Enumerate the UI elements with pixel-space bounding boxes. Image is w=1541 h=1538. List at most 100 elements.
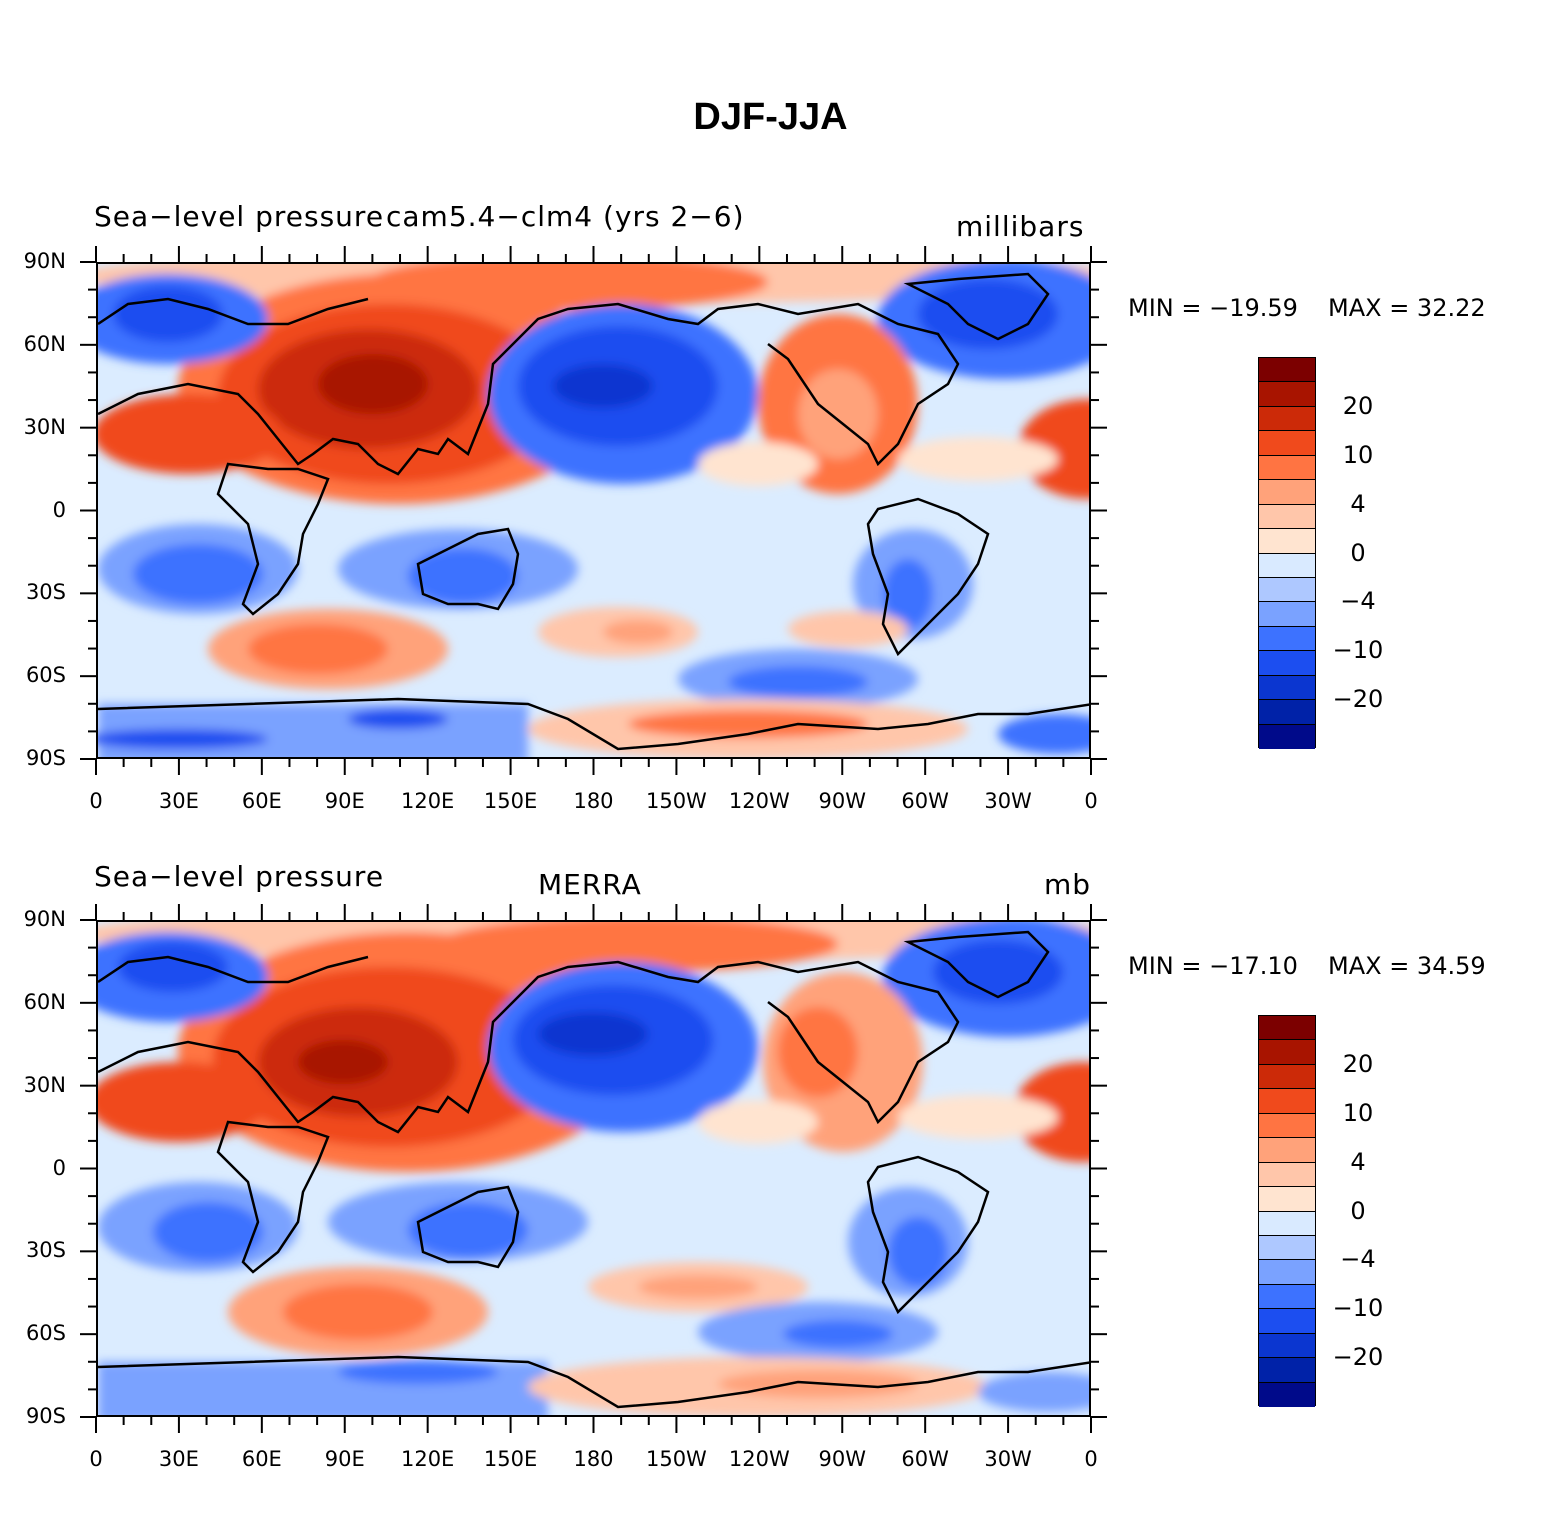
- lon-tick-label: 90W: [818, 1447, 867, 1471]
- colorbar-level: [1259, 1089, 1315, 1114]
- colorbar-level: [1259, 724, 1315, 749]
- panel-units-label: mb: [1044, 868, 1092, 901]
- colorbar-level: [1259, 1113, 1315, 1139]
- colorbar-tick-label: −10: [1332, 1294, 1384, 1323]
- lat-tick-label: 30N: [23, 414, 66, 439]
- panel-reanalysis: Sea−level pressure MERRA mb MIN = −17.10…: [0, 848, 1541, 1488]
- colorbar-level: [1259, 406, 1315, 432]
- colorbar: [1258, 1015, 1316, 1407]
- colorbar-level: [1259, 1260, 1315, 1285]
- max-value: MAX = 32.22: [1328, 294, 1486, 322]
- lat-tick-label: 60N: [23, 331, 66, 356]
- colorbar-level: [1259, 1162, 1315, 1188]
- lon-tick-label: 90W: [818, 789, 867, 813]
- lon-tick-label: 0: [89, 789, 103, 813]
- colorbar-level: [1259, 700, 1315, 725]
- axes-frame: [0, 848, 1541, 1488]
- colorbar-level: [1259, 1211, 1315, 1236]
- lon-tick-label: 0: [1084, 789, 1098, 813]
- lat-tick-label: 30S: [25, 1238, 66, 1263]
- lon-tick-label: 60W: [901, 789, 949, 813]
- coastlines: [98, 930, 1089, 1409]
- axis-ticks: [80, 246, 1107, 775]
- axis-ticks: [80, 904, 1107, 1433]
- colorbar-level: [1259, 1187, 1315, 1212]
- colorbar-level: [1259, 1016, 1315, 1041]
- lon-tick-label: 60E: [241, 1447, 282, 1471]
- colorbar-tick-label: −4: [1340, 1245, 1376, 1274]
- map-field: [96, 920, 1091, 1417]
- colorbar-level: [1259, 431, 1315, 456]
- lon-tick-label: 150W: [645, 789, 707, 813]
- lon-tick-label: 90E: [324, 789, 365, 813]
- colorbar-tick-label: 20: [1342, 1049, 1374, 1078]
- lat-tick-label: 90N: [23, 907, 66, 931]
- colorbar-level: [1259, 504, 1315, 530]
- coastlines: [98, 272, 1089, 751]
- panel-center-label: cam5.4−clm4 (yrs 2−6): [386, 200, 745, 233]
- colorbar-level: [1259, 651, 1315, 676]
- colorbar-level: [1259, 529, 1315, 554]
- colorbar-level: [1259, 1064, 1315, 1090]
- colorbar-level: [1259, 455, 1315, 481]
- colorbar-level: [1259, 480, 1315, 505]
- lon-tick-label: 0: [1084, 1447, 1098, 1471]
- lon-tick-label: 30E: [158, 789, 199, 813]
- colorbar-level: [1259, 382, 1315, 407]
- lat-tick-label: 60S: [25, 1321, 66, 1346]
- lat-tick-label: 90S: [25, 1404, 66, 1428]
- colorbar-level: [1259, 553, 1315, 578]
- colorbar-tick-label: 10: [1342, 1098, 1374, 1127]
- colorbar-tick-label: 0: [1350, 538, 1366, 567]
- panel-left-label: Sea−level pressure: [94, 200, 385, 233]
- panel-units-label: millibars: [956, 210, 1085, 243]
- lon-tick-label: 0: [89, 1447, 103, 1471]
- colorbar-level: [1259, 1358, 1315, 1383]
- colorbar-level: [1259, 577, 1315, 603]
- colorbar-tick-label: 4: [1350, 1147, 1366, 1176]
- colorbar-level: [1259, 1382, 1315, 1407]
- lon-tick-label: 120W: [728, 789, 790, 813]
- lon-tick-label: 180: [573, 1447, 614, 1471]
- lat-tick-label: 90S: [25, 746, 66, 770]
- colorbar-level: [1259, 1333, 1315, 1359]
- lon-tick-label: 30E: [158, 1447, 199, 1471]
- colorbar-level: [1259, 1138, 1315, 1163]
- colorbar-tick-label: −4: [1340, 587, 1376, 616]
- lon-tick-label: 150E: [483, 789, 538, 813]
- axes-frame: [0, 190, 1541, 830]
- lon-tick-label: 120E: [400, 1447, 455, 1471]
- lon-tick-label: 120W: [728, 1447, 790, 1471]
- min-value: MIN = −17.10: [1128, 952, 1298, 980]
- lat-tick-label: 90N: [23, 249, 66, 273]
- colorbar-tick-label: 4: [1350, 489, 1366, 518]
- colorbar-level: [1259, 626, 1315, 652]
- panel-center-label: MERRA: [538, 868, 642, 901]
- lon-tick-label: 150W: [645, 1447, 707, 1471]
- lon-tick-label: 150E: [483, 1447, 538, 1471]
- lon-tick-label: 30W: [984, 789, 1032, 813]
- lat-tick-label: 30S: [25, 580, 66, 605]
- lat-tick-label: 60S: [25, 663, 66, 688]
- min-value: MIN = −19.59: [1128, 294, 1298, 322]
- colorbar-level: [1259, 1309, 1315, 1334]
- lat-tick-label: 30N: [23, 1072, 66, 1097]
- colorbar-tick-label: −20: [1332, 685, 1384, 714]
- figure-title: DJF-JJA: [693, 96, 848, 138]
- lon-tick-label: 90E: [324, 1447, 365, 1471]
- lat-tick-label: 60N: [23, 989, 66, 1014]
- map-field: [96, 262, 1091, 759]
- lon-tick-label: 60E: [241, 789, 282, 813]
- colorbar-level: [1259, 1284, 1315, 1310]
- colorbar-tick-label: 20: [1342, 391, 1374, 420]
- panel-left-label: Sea−level pressure: [94, 860, 385, 893]
- colorbar-tick-label: −20: [1332, 1343, 1384, 1372]
- colorbar: [1258, 357, 1316, 749]
- lon-tick-label: 120E: [400, 789, 455, 813]
- max-value: MAX = 34.59: [1328, 952, 1486, 980]
- lon-tick-label: 60W: [901, 1447, 949, 1471]
- colorbar-level: [1259, 675, 1315, 701]
- colorbar-level: [1259, 1040, 1315, 1065]
- slp-field-svg: [98, 264, 1089, 757]
- colorbar-tick-label: 10: [1342, 440, 1374, 469]
